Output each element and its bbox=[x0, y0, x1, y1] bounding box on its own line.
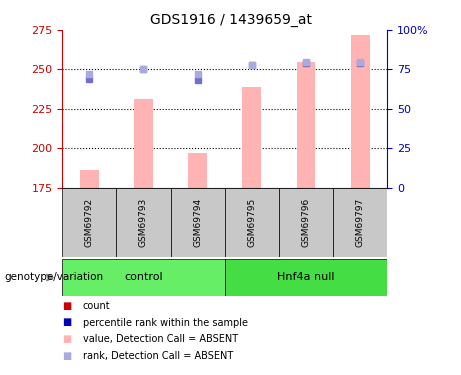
Bar bbox=[62, 188, 116, 257]
Bar bbox=[80, 170, 99, 188]
Text: GSM69793: GSM69793 bbox=[139, 198, 148, 247]
Text: GDS1916 / 1439659_at: GDS1916 / 1439659_at bbox=[149, 13, 312, 27]
Text: ■: ■ bbox=[62, 334, 71, 344]
Bar bbox=[225, 188, 279, 257]
Bar bbox=[351, 35, 370, 188]
Text: Hnf4a null: Hnf4a null bbox=[277, 273, 335, 282]
Bar bbox=[134, 99, 153, 188]
Bar bbox=[188, 153, 207, 188]
Text: GSM69797: GSM69797 bbox=[355, 198, 365, 247]
Text: value, Detection Call = ABSENT: value, Detection Call = ABSENT bbox=[83, 334, 238, 344]
Bar bbox=[62, 259, 225, 296]
Bar bbox=[279, 188, 333, 257]
Bar bbox=[225, 259, 387, 296]
Text: ■: ■ bbox=[62, 301, 71, 310]
Text: rank, Detection Call = ABSENT: rank, Detection Call = ABSENT bbox=[83, 351, 233, 361]
Text: GSM69794: GSM69794 bbox=[193, 198, 202, 247]
Bar bbox=[171, 188, 225, 257]
Bar bbox=[333, 188, 387, 257]
Bar bbox=[116, 188, 171, 257]
Bar bbox=[296, 62, 315, 188]
Text: ■: ■ bbox=[62, 351, 71, 361]
Text: percentile rank within the sample: percentile rank within the sample bbox=[83, 318, 248, 327]
Text: genotype/variation: genotype/variation bbox=[5, 273, 104, 282]
Bar bbox=[242, 87, 261, 188]
Text: ■: ■ bbox=[62, 318, 71, 327]
Text: GSM69795: GSM69795 bbox=[247, 198, 256, 247]
Text: GSM69792: GSM69792 bbox=[85, 198, 94, 247]
Text: count: count bbox=[83, 301, 111, 310]
Text: control: control bbox=[124, 273, 163, 282]
Text: GSM69796: GSM69796 bbox=[301, 198, 311, 247]
